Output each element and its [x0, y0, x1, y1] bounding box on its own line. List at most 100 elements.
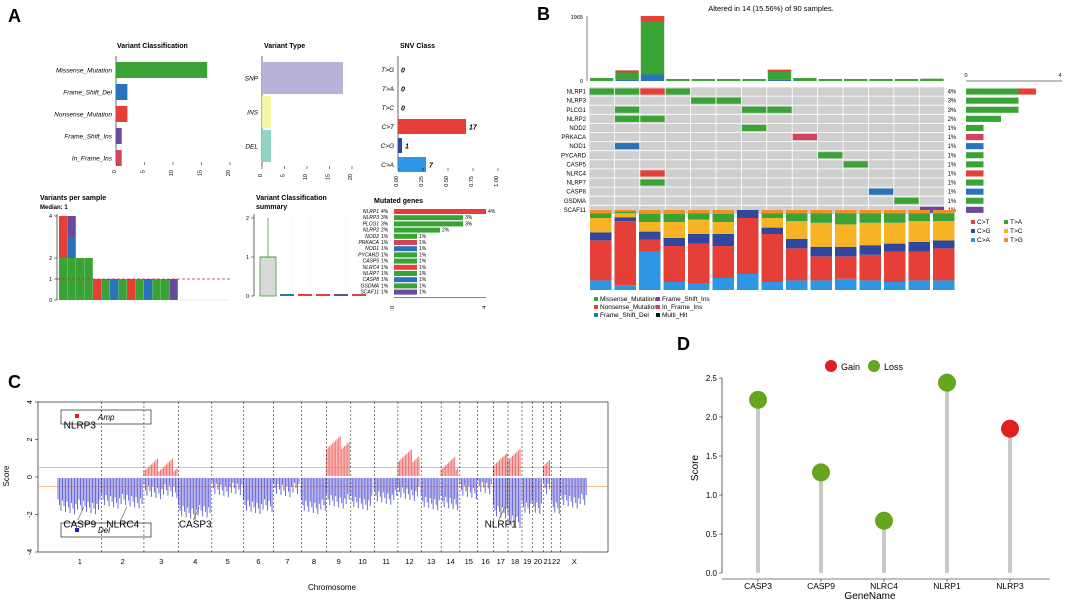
- cnv-annotation-leader: [120, 506, 128, 521]
- titv-segment: [614, 211, 636, 214]
- mg-pct-label: 3%: [381, 221, 389, 227]
- vt-bar: [262, 62, 343, 94]
- titv-segment: [761, 210, 783, 214]
- mg-gene-label: NOD2: [365, 234, 379, 240]
- mg-bar: [394, 283, 417, 289]
- side-bar: [966, 161, 984, 168]
- vps-tick-label: 1: [49, 277, 52, 283]
- snv-category-label: C>T: [382, 124, 395, 131]
- lollipop-xtick-label: CASP9: [807, 581, 835, 591]
- titv-segment: [908, 213, 930, 222]
- cnv-chrom-label: 12: [405, 557, 413, 566]
- cnv-chrom-label: 19: [523, 557, 531, 566]
- tmb-bar: [615, 70, 639, 80]
- var-legend-swatch: [656, 313, 660, 317]
- snv-value-label: 7: [429, 163, 434, 170]
- tmb-bar: [691, 79, 715, 81]
- mg-bar-label: 4%: [488, 209, 496, 215]
- var-legend-label: Nonsense_Mutation: [600, 304, 658, 311]
- side-bar: [966, 88, 1019, 95]
- panel-b: 1965 0 NLRP1 4% NLRP3 3% PLCG1 3% NLRP2 2% NOD2 1% P…: [561, 15, 1062, 319]
- mg-gene-label: GSDMA: [361, 283, 380, 289]
- cnv-chrom-label: 4: [193, 557, 197, 566]
- titv-segment: [737, 218, 759, 274]
- cnv-chrom-label: 2: [121, 557, 125, 566]
- var-legend-label: Missense_Mutation: [600, 296, 656, 303]
- mg-gene-label: PLCG1: [363, 221, 380, 227]
- oncoplot-cell: [614, 143, 640, 150]
- tmb-bar: [615, 70, 639, 73]
- mg-pct-label: 3%: [381, 215, 389, 221]
- titv-segment: [859, 210, 881, 214]
- var-legend-swatch: [656, 297, 660, 301]
- titv-segment: [810, 280, 832, 290]
- oncoplot-pct-label: 1%: [948, 171, 957, 177]
- vps-bar-segment: [59, 216, 68, 258]
- vt-title: Variant Type: [264, 43, 305, 50]
- mg-gene-label: CASP5: [363, 259, 380, 265]
- cnv-legend-amp-label: Amp: [97, 413, 115, 422]
- mg-pct-label: 1%: [381, 252, 389, 258]
- oncoplot-cell: [741, 106, 767, 113]
- titv-legend-label: T>C: [1010, 228, 1023, 235]
- cnv-chrom-label: 8: [312, 557, 316, 566]
- vps-tick-label: 0: [49, 298, 52, 304]
- vc-tick-label: 15: [198, 170, 204, 176]
- var-legend-swatch: [594, 297, 598, 301]
- mg-pct-label: 1%: [381, 259, 389, 265]
- cnv-legend-amp-swatch: [75, 414, 79, 418]
- titv-segment: [835, 246, 857, 257]
- lollipop-xlabel: GeneName: [844, 591, 896, 602]
- mg-tick-label: 0: [390, 306, 396, 309]
- tmb-bar: [640, 16, 665, 75]
- vt-tick-label: 10: [303, 174, 309, 180]
- mg-pct-label: 1%: [381, 277, 389, 283]
- snv-value-label: 17: [469, 125, 478, 132]
- snv-tick-label: 0.25: [419, 176, 425, 187]
- titv-segment: [614, 210, 636, 212]
- titv-segment: [712, 234, 734, 246]
- mg-gene-label: CASP8: [363, 277, 380, 283]
- oncoplot-gene-label: PRKACA: [561, 135, 586, 141]
- mg-pct-label: 1%: [381, 290, 389, 296]
- var-legend-label: Frame_Shift_Del: [600, 312, 649, 319]
- side-bar: [966, 188, 984, 195]
- oncoplot-cell: [665, 88, 691, 95]
- titv-segment: [761, 282, 783, 290]
- panel-c: 420-2-41 2 3 4 5 6 7 8 9 10 11 12 13 14 15 16 17 18 19 20 21…: [27, 400, 609, 566]
- cnv-chrom-label: 20: [534, 557, 542, 566]
- mg-pct-label: 1%: [381, 265, 389, 271]
- mg-bar-label: 1%: [419, 283, 427, 289]
- mg-gene-label: NLRP3: [363, 215, 379, 221]
- lollipop-xtick-label: NLRP3: [996, 581, 1024, 591]
- vps-bar-segment: [67, 237, 76, 258]
- titv-segment: [884, 222, 906, 244]
- mg-tick-label: 4: [482, 306, 488, 309]
- vc-bar: [116, 62, 208, 78]
- cnv-ytick-label: -2: [27, 511, 34, 517]
- lollipop-legend-loss-label: Loss: [884, 362, 904, 372]
- oncoplot-cell: [640, 115, 665, 122]
- side-bar: [966, 106, 1019, 113]
- cnv-chrom-label: 13: [427, 557, 435, 566]
- titv-segment: [590, 210, 612, 214]
- titv-segment: [663, 210, 685, 214]
- tmb-bar: [666, 79, 690, 81]
- titv-segment: [908, 251, 930, 281]
- vcs-tick-label: 2: [246, 216, 249, 222]
- oncoplot-cell: [589, 88, 614, 95]
- titv-legend-label: T>A: [1010, 219, 1023, 226]
- panel-c-letter: C: [8, 372, 21, 392]
- titv-segment: [712, 246, 734, 278]
- oncoplot-cell: [868, 188, 894, 195]
- vc-category-label: Frame_Shift_Del: [63, 90, 112, 97]
- mg-bar-label: 3%: [465, 221, 473, 227]
- cnv-chrom-label: 11: [382, 557, 390, 566]
- snv-category-label: T>A: [382, 86, 394, 93]
- vps-subtitle: Median: 1: [40, 205, 68, 211]
- titv-segment: [761, 218, 783, 228]
- oncoplot-pct-label: 3%: [948, 99, 957, 105]
- tmb-bar: [767, 69, 792, 72]
- titv-segment: [786, 238, 808, 249]
- side-bar: [966, 179, 984, 186]
